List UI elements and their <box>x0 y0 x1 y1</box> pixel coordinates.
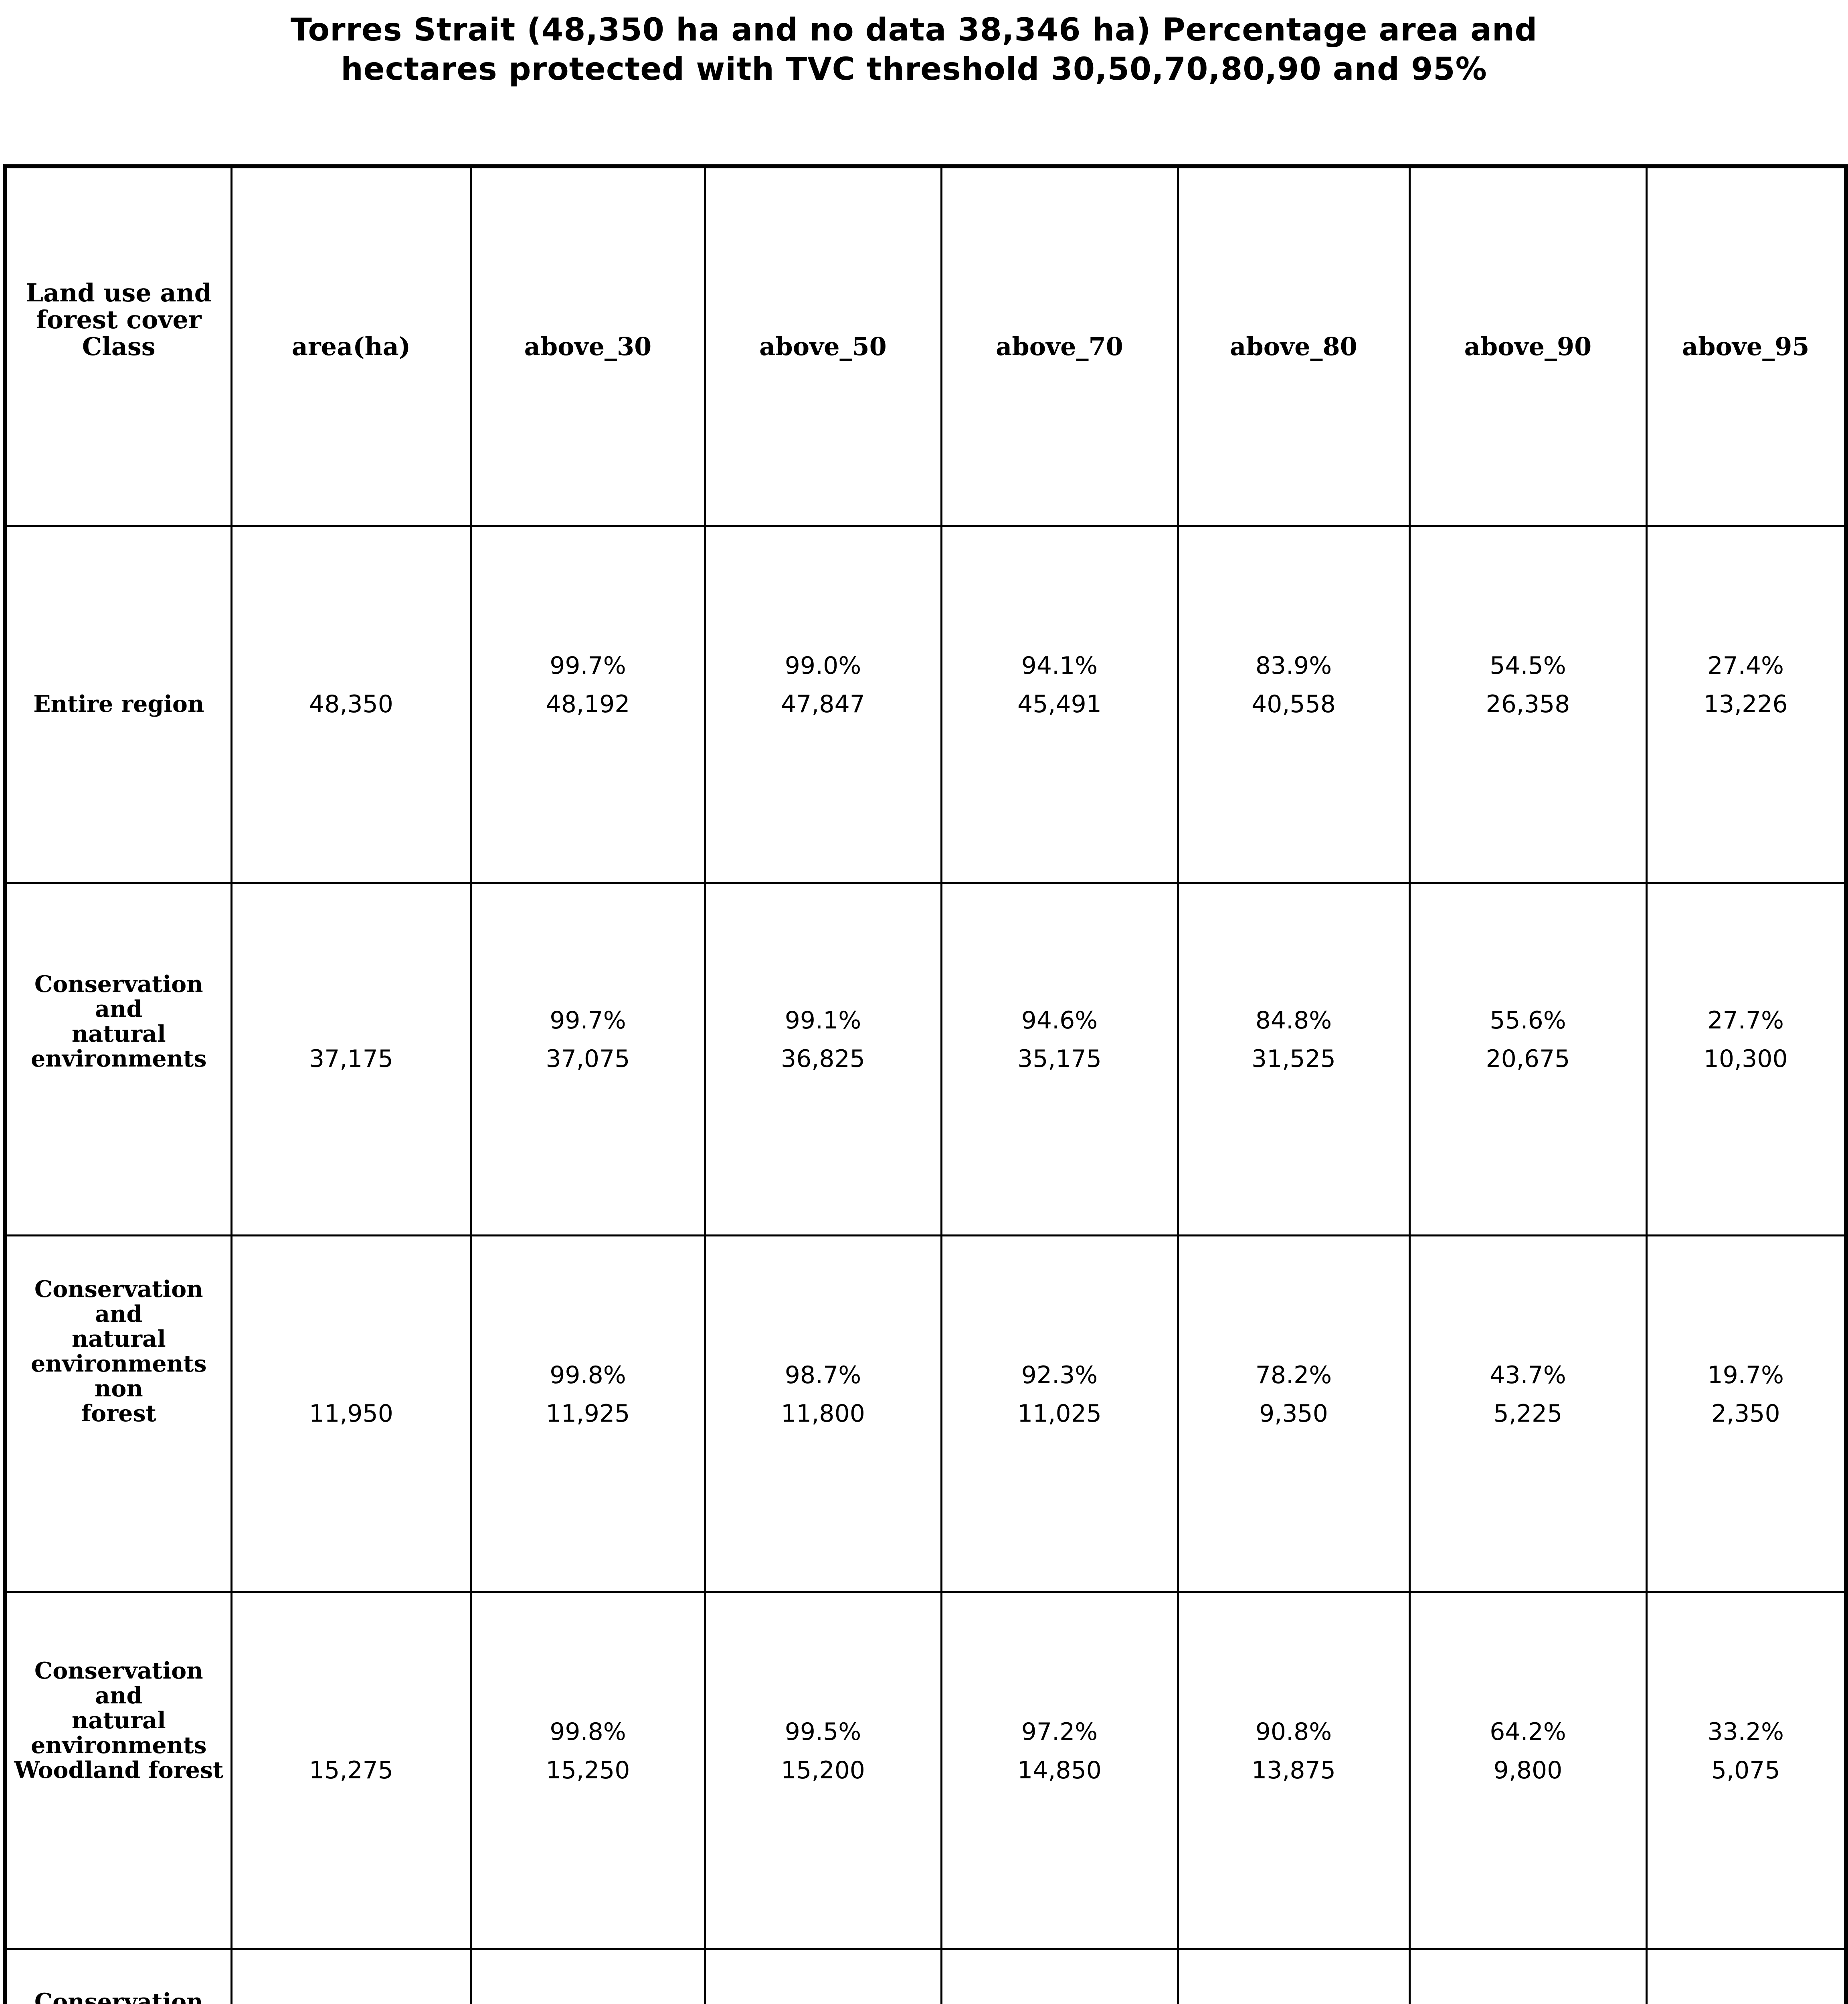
page-title: Torres Strait (48,350 ha and no data 38,… <box>0 10 1828 89</box>
cell-above-30: 99.8% 11,925 <box>546 1361 630 1428</box>
cell-above-90: 43.7% 5,225 <box>1490 1361 1566 1428</box>
cell-above-95: 27.7% 10,300 <box>1703 1006 1788 1073</box>
header-above-95: above_95 <box>1645 165 1847 527</box>
cell-above-50: 99.0% 47,847 <box>781 652 865 718</box>
cell-above-80: 78.2% 9,350 <box>1255 1361 1332 1428</box>
area-value: 37,175 <box>309 1045 393 1073</box>
cell-above-30: 99.7% 37,075 <box>546 1006 630 1073</box>
cell-above-95: 27.4% 13,226 <box>1703 652 1788 718</box>
cell-above-80: 84.8% 31,525 <box>1252 1006 1336 1073</box>
header-above-70: above_70 <box>940 165 1179 527</box>
row-label: Conservation and natural environments <box>31 971 207 1072</box>
header-above-30: above_30 <box>470 165 706 527</box>
table-row-conservation: Conservation and natural environments 37… <box>4 881 1847 1236</box>
cell-above-70: 92.3% 11,025 <box>1017 1361 1102 1428</box>
cell-above-80: 83.9% 40,558 <box>1252 652 1336 718</box>
table-row-conservation-non-forest: Conservation and natural environments no… <box>4 1234 1847 1593</box>
header-above-50: above_50 <box>704 165 942 527</box>
cell-above-80: 90.8% 13,875 <box>1252 1718 1336 1784</box>
cell-above-50: 99.1% 36,825 <box>781 1006 865 1073</box>
row-label: Conservation and natural environments Fo… <box>34 1988 203 2004</box>
area-value: 48,350 <box>309 690 393 718</box>
cell-above-70: 94.1% 45,491 <box>1017 652 1102 718</box>
cell-above-50: 99.5% 15,200 <box>781 1718 865 1784</box>
cell-above-70: 97.2% 14,850 <box>1017 1718 1102 1784</box>
header-land-use-class: Land use and forest cover Class <box>4 165 233 527</box>
table-row-conservation-forest: Conservation and natural environments Fo… <box>4 1947 1847 2004</box>
cell-above-50: 98.7% 11,800 <box>781 1361 865 1428</box>
cell-above-90: 64.2% 9,800 <box>1490 1718 1566 1784</box>
table-row-conservation-woodland: Conservation and natural environments Wo… <box>4 1591 1847 1950</box>
header-area-ha: area(ha) <box>230 165 472 527</box>
header-above-90: above_90 <box>1408 165 1648 527</box>
area-value: 11,950 <box>309 1400 393 1428</box>
tvc-threshold-table: Land use and forest cover Class area(ha)… <box>3 164 1848 2004</box>
cell-above-70: 94.6% 35,175 <box>1017 1006 1102 1073</box>
table-row-entire-region: Entire region 48,350 99.7% 48,192 99.0% 47… <box>4 525 1847 884</box>
cell-above-30: 99.7% 48,192 <box>546 652 630 718</box>
table-header-row: Land use and forest cover Class area(ha)… <box>4 165 1847 527</box>
row-label: Conservation and natural environments no… <box>31 1276 207 1427</box>
page-title-line1: Torres Strait (48,350 ha and no data 38,… <box>290 12 1538 48</box>
row-label: Entire region <box>33 691 204 717</box>
cell-above-90: 55.6% 20,675 <box>1486 1006 1570 1073</box>
page-title-line2: hectares protected with TVC threshold 30… <box>341 51 1487 87</box>
cell-above-30: 99.8% 15,250 <box>546 1718 630 1784</box>
row-label: Conservation and natural environments Wo… <box>14 1657 224 1784</box>
cell-above-95: 19.7% 2,350 <box>1707 1361 1784 1428</box>
cell-above-90: 54.5% 26,358 <box>1486 652 1570 718</box>
cell-above-95: 33.2% 5,075 <box>1707 1718 1784 1784</box>
header-above-80: above_80 <box>1177 165 1411 527</box>
area-value: 15,275 <box>309 1756 393 1784</box>
